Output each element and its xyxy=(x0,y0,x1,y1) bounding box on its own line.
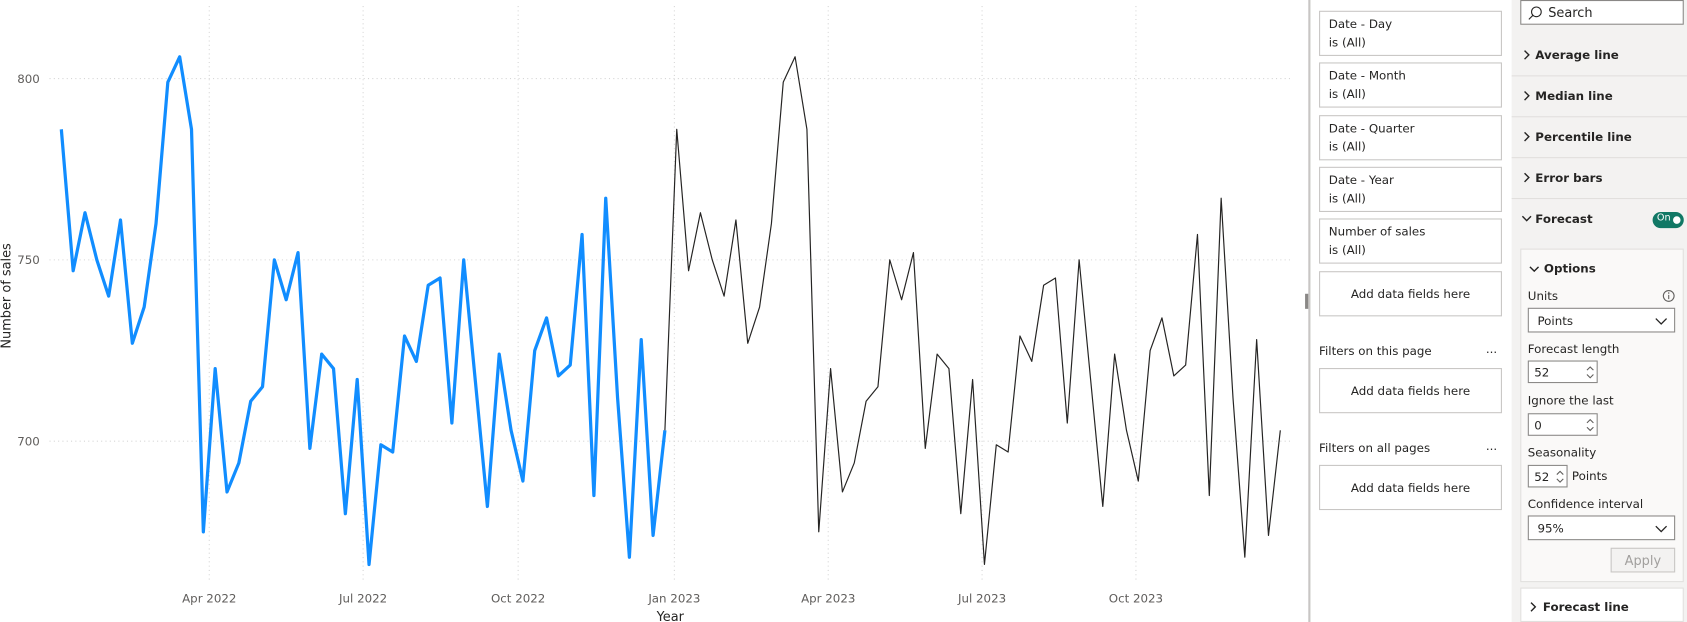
section-label: Forecast line xyxy=(1542,600,1629,615)
filter-field: Date - Day xyxy=(1328,17,1393,32)
add-fields-page[interactable]: Add data fields here xyxy=(1319,368,1502,414)
section-label: Percentile line xyxy=(1535,130,1632,145)
filter-state: is (All) xyxy=(1328,243,1366,258)
section-label: Forecast xyxy=(1535,211,1593,226)
field-label: Seasonality xyxy=(1527,445,1597,460)
section-label: Average line xyxy=(1535,48,1619,63)
length-spinner[interactable]: 52 xyxy=(1527,360,1598,384)
chevron-right xyxy=(1524,172,1530,183)
apply-button[interactable]: Apply xyxy=(1610,547,1676,573)
toggle-knob xyxy=(1673,216,1681,224)
x-tick-label: Oct 2022 xyxy=(491,592,545,606)
section-label: Error bars xyxy=(1535,171,1603,186)
section-title: Filters on this page xyxy=(1319,344,1432,359)
y-axis-title: Number of sales xyxy=(0,243,15,349)
info-icon[interactable] xyxy=(1662,289,1675,302)
field-label: Confidence interval xyxy=(1527,497,1644,512)
x-tick-label: Apr 2022 xyxy=(182,592,236,606)
chevron-right xyxy=(1524,90,1530,101)
forecast-section[interactable]: Forecast On xyxy=(1512,199,1687,240)
x-tick-label: Jan 2023 xyxy=(647,592,700,606)
filter-state: is (All) xyxy=(1328,139,1366,154)
filter-state: is (All) xyxy=(1328,191,1366,206)
filter-card[interactable]: Date - Year is (All) xyxy=(1319,166,1502,212)
filter-card[interactable]: Date - Month is (All) xyxy=(1319,62,1502,108)
y-tick-label: 750 xyxy=(17,253,40,267)
add-fields-all[interactable]: Add data fields here xyxy=(1319,464,1502,511)
options-title: Options xyxy=(1543,261,1596,276)
section-label: Median line xyxy=(1535,89,1613,104)
filter-state: is (All) xyxy=(1328,35,1366,50)
spinner-value: 52 xyxy=(1534,470,1550,485)
chevron-right xyxy=(1524,50,1530,60)
toggle-label: On xyxy=(1656,213,1671,224)
series-line xyxy=(664,56,1281,566)
filter-card[interactable]: Date - Quarter is (All) xyxy=(1319,114,1502,160)
unit-label: Points xyxy=(1571,469,1608,484)
filter-field: Date - Year xyxy=(1328,173,1394,188)
resize-handle[interactable] xyxy=(1305,293,1309,309)
spinner-value: 0 xyxy=(1534,418,1542,433)
x-tick-label: Jul 2022 xyxy=(338,592,387,606)
x-axis-title: Year xyxy=(656,610,685,622)
ignore-spinner[interactable]: 0 xyxy=(1527,413,1598,436)
filter-state: is (All) xyxy=(1328,87,1366,102)
section-title: Filters on all pages xyxy=(1319,441,1431,456)
format-section[interactable]: Median line xyxy=(1511,76,1687,118)
x-tick-label: Apr 2023 xyxy=(801,592,855,606)
filter-field: Number of sales xyxy=(1328,225,1426,240)
x-tick-label: Jul 2023 xyxy=(957,592,1006,606)
units-dropdown[interactable]: Points xyxy=(1527,307,1676,333)
pane-divider xyxy=(1308,0,1311,622)
chevron-right xyxy=(1524,131,1530,142)
chevron-shape xyxy=(1524,50,1530,60)
line-chart: Number of sales Year 700 750 800 Apr 2022 Ju… xyxy=(0,6,1293,622)
chevron-shape xyxy=(1524,90,1530,101)
field-label: Ignore the last xyxy=(1527,393,1614,408)
more-button[interactable]: ... xyxy=(1485,342,1498,357)
filter-field: Date - Month xyxy=(1328,69,1406,84)
filter-card[interactable]: Date - Day is (All) xyxy=(1319,10,1502,56)
field-label: Units xyxy=(1527,289,1559,304)
seasonality-spinner[interactable]: 52 xyxy=(1527,464,1568,488)
search-box[interactable]: Search xyxy=(1520,0,1684,25)
forecast-line-section[interactable]: Forecast line xyxy=(1520,587,1684,622)
series-line xyxy=(59,55,667,567)
chevron-down xyxy=(1529,266,1540,273)
more-button[interactable]: ... xyxy=(1485,439,1498,454)
spin-arrows xyxy=(1556,470,1564,483)
x-tick-label: Oct 2023 xyxy=(1109,592,1163,606)
dropdown-value: Points xyxy=(1537,314,1574,329)
format-section[interactable]: Average line xyxy=(1511,36,1687,77)
search-icon xyxy=(1528,6,1542,20)
chevron-shape xyxy=(1524,131,1530,142)
format-section[interactable]: Percentile line xyxy=(1511,117,1687,159)
field-label: Forecast length xyxy=(1527,342,1620,357)
chevron-shape xyxy=(1524,172,1530,183)
dropdown-value: 95% xyxy=(1537,521,1564,536)
chevron xyxy=(1655,525,1668,533)
y-tick-label: 800 xyxy=(17,72,40,86)
chevron-right xyxy=(1530,602,1537,612)
spin-arrows xyxy=(1586,418,1594,432)
chevron-down xyxy=(1521,215,1532,222)
toggle[interactable]: On xyxy=(1652,211,1684,229)
add-fields-visual[interactable]: Add data fields here xyxy=(1319,271,1502,317)
y-tick-label: 700 xyxy=(17,434,40,448)
spinner-value: 52 xyxy=(1534,365,1550,380)
filter-card[interactable]: Number of sales is (All) xyxy=(1319,218,1502,264)
spin-arrows xyxy=(1586,366,1594,379)
confidence-dropdown[interactable]: 95% xyxy=(1527,515,1676,541)
search-placeholder: Search xyxy=(1548,5,1593,21)
chevron xyxy=(1655,318,1668,325)
format-section[interactable]: Error bars xyxy=(1511,158,1687,200)
filter-field: Date - Quarter xyxy=(1328,121,1415,136)
